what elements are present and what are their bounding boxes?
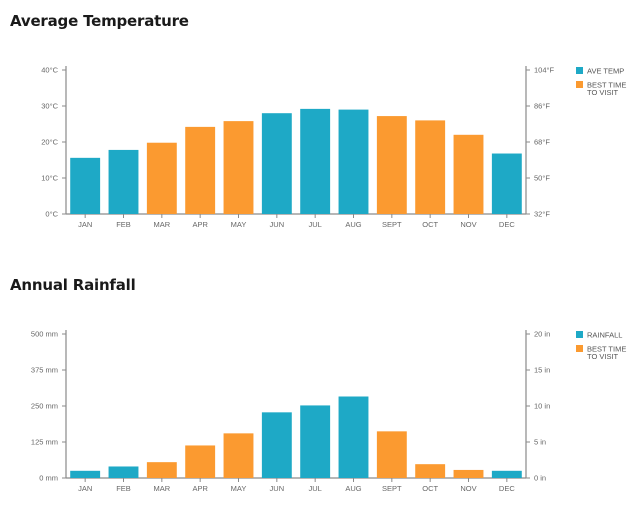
rain-left-tick-label: 250 mm [31,402,58,411]
rain-right-tick-label: 0 in [534,474,546,483]
temp-bar-mar [146,142,177,214]
temp-right-tick-label: 86°F [534,102,550,111]
temp-right-tick-label: 50°F [534,174,550,183]
rain-right-tick-label: 15 in [534,366,550,375]
temperature-chart-title: Average Temperature [10,12,189,30]
temp-bar-feb [108,149,139,214]
rain-left-tick-label: 375 mm [31,366,58,375]
rain-bar-mar [146,462,177,478]
rain-legend-swatch-0 [576,331,583,338]
rain-bar-jan [70,470,101,478]
temp-left-tick-label: 0°C [45,210,58,219]
rain-left-tick-label: 125 mm [31,438,58,447]
temp-x-tick-label: JUN [270,220,285,229]
temp-legend-swatch-0 [576,67,583,74]
rain-bar-may [223,433,254,478]
temp-x-tick-label: FEB [116,220,131,229]
rain-x-tick-label: DEC [499,484,515,493]
rain-x-tick-label: OCT [422,484,438,493]
rain-x-tick-label: MAR [153,484,170,493]
temp-bar-dec [491,153,522,214]
temp-x-tick-label: APR [192,220,208,229]
temp-bar-may [223,121,254,214]
temp-left-tick-label: 10°C [41,174,58,183]
rain-bar-dec [491,470,522,478]
rain-x-tick-label: APR [192,484,208,493]
temp-x-tick-label: MAR [153,220,170,229]
rain-x-tick-label: MAY [231,484,247,493]
temp-left-tick-label: 20°C [41,138,58,147]
rain-bar-sept [376,431,407,478]
temp-right-tick-label: 104°F [534,66,555,75]
rain-x-tick-label: JAN [78,484,92,493]
rain-x-tick-label: NOV [460,484,476,493]
rain-legend-label-1-line2: TO VISIT [587,352,619,361]
temp-x-tick-label: JAN [78,220,92,229]
temp-legend-label-1-line2: TO VISIT [587,88,619,97]
rain-bar-feb [108,466,139,478]
rain-left-tick-label: 0 mm [39,474,58,483]
rain-bar-oct [415,464,446,478]
temp-x-tick-label: NOV [460,220,476,229]
temp-bar-aug [338,109,369,214]
rain-legend-swatch-1 [576,345,583,352]
temp-left-tick-label: 30°C [41,102,58,111]
rain-legend-label-0: RAINFALL [587,331,622,340]
temp-bar-jan [70,157,101,214]
temp-x-tick-label: SEPT [382,220,402,229]
temp-legend-swatch-1 [576,81,583,88]
rain-bar-jul [300,405,331,478]
rain-x-tick-label: JUN [270,484,285,493]
rain-bar-nov [453,469,484,478]
rain-legend-label-1: BEST TIME [587,345,626,354]
temp-right-tick-label: 68°F [534,138,550,147]
rain-bar-jun [261,412,292,478]
rain-right-tick-label: 5 in [534,438,546,447]
temp-bar-oct [415,120,446,214]
rainfall-chart-title: Annual Rainfall [10,276,136,294]
rain-bar-apr [185,445,216,478]
temp-right-tick-label: 32°F [534,210,550,219]
temp-x-tick-label: MAY [231,220,247,229]
rain-right-tick-label: 10 in [534,402,550,411]
rain-x-tick-label: FEB [116,484,131,493]
temp-x-tick-label: DEC [499,220,515,229]
temp-bar-sept [376,116,407,214]
temp-legend-label-0: AVE TEMP [587,67,624,76]
temp-bar-jun [261,113,292,214]
temperature-chart: 40°C 104°F 30°C 86°F 20°C 68°F 10°C 50°F 0°C 32°F… [41,66,626,230]
temp-bar-jul [300,108,331,214]
temp-left-tick-label: 40°C [41,66,58,75]
rain-x-tick-label: SEPT [382,484,402,493]
temp-bar-nov [453,134,484,214]
temp-x-tick-label: JUL [308,220,321,229]
rain-bar-aug [338,396,369,478]
temp-x-tick-label: AUG [345,220,361,229]
rain-x-tick-label: AUG [345,484,361,493]
rain-x-tick-label: JUL [308,484,321,493]
rain-right-tick-label: 20 in [534,330,550,339]
temp-bar-apr [185,126,216,214]
temp-x-tick-label: OCT [422,220,438,229]
rain-left-tick-label: 500 mm [31,330,58,339]
temp-legend-label-1: BEST TIME [587,81,626,90]
